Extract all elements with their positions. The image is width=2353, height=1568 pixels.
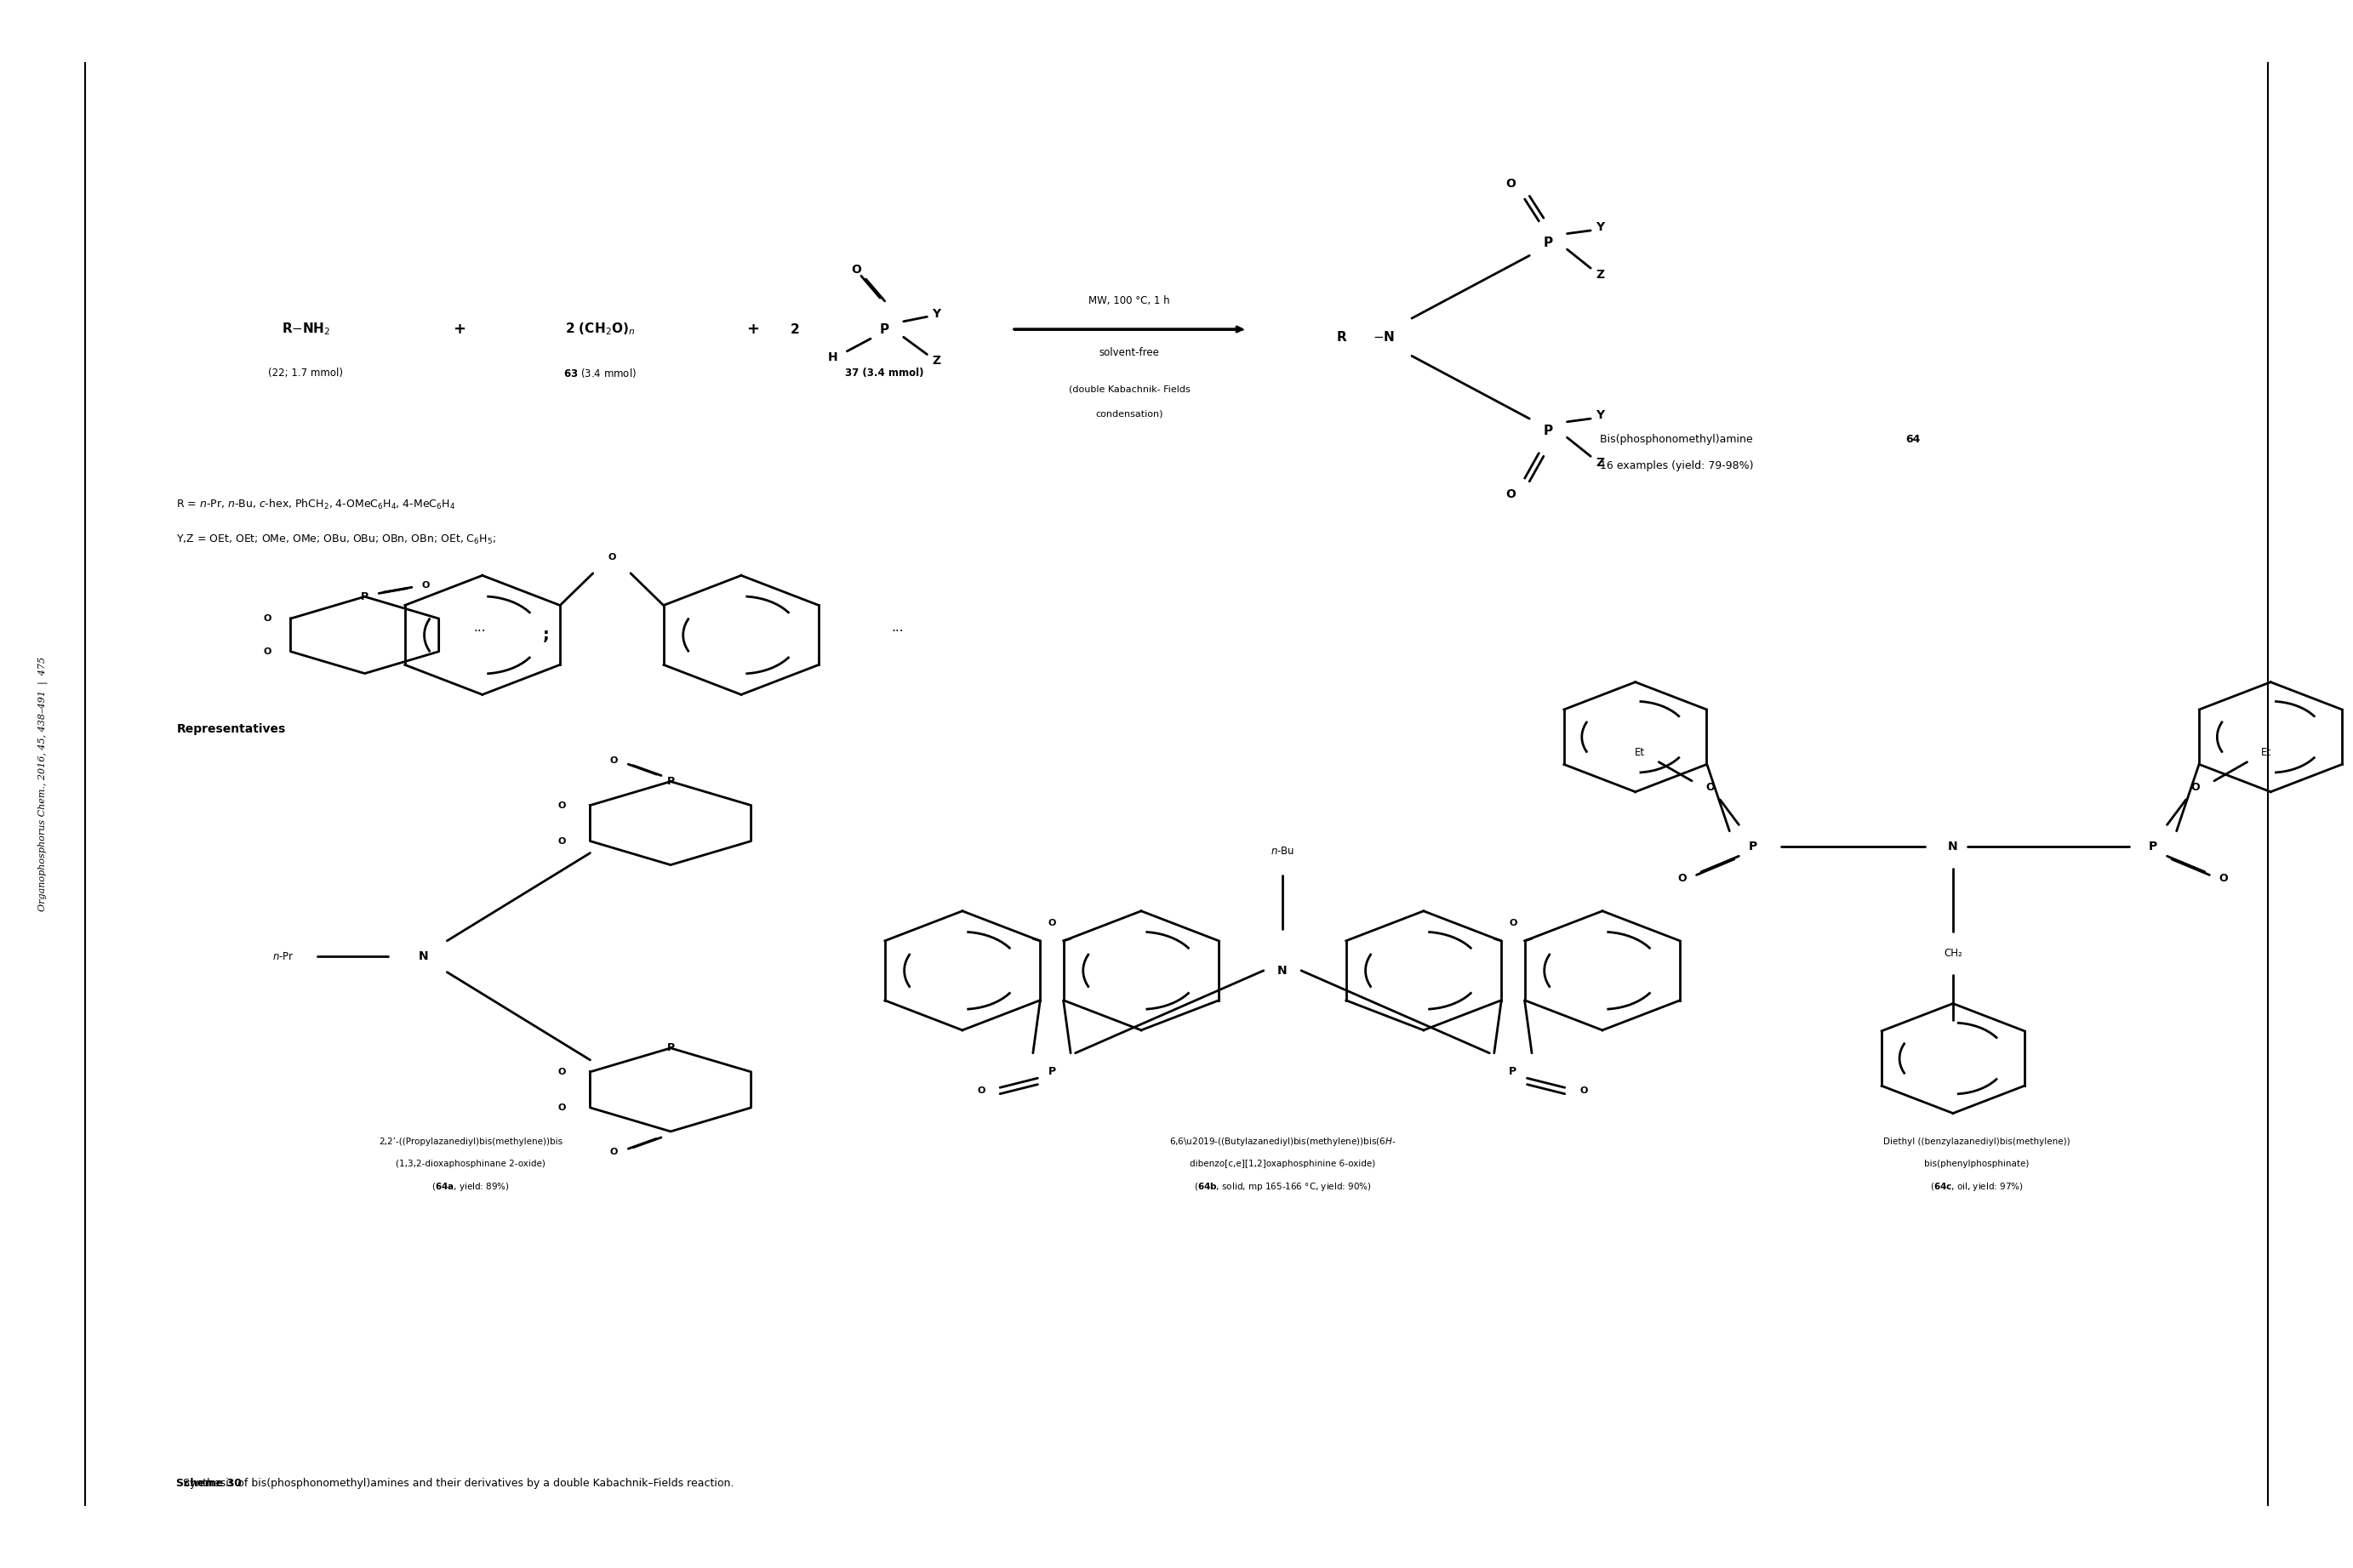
Text: P: P (1544, 425, 1553, 437)
Text: P: P (1748, 840, 1758, 853)
Text: O: O (2219, 872, 2228, 884)
Text: ...: ... (892, 621, 904, 633)
Text: (22; 1.7 mmol): (22; 1.7 mmol) (268, 367, 344, 379)
Text: O: O (1047, 919, 1056, 927)
Text: Bis(phosphonomethyl)amine: Bis(phosphonomethyl)amine (1600, 433, 1755, 445)
Text: O: O (1506, 488, 1515, 500)
Text: O: O (1579, 1087, 1588, 1094)
Text: R$-$NH$_2$: R$-$NH$_2$ (282, 321, 329, 337)
Text: Synthesis of bis(phosphonomethyl)amines and their derivatives by a double Kabach: Synthesis of bis(phosphonomethyl)amines … (176, 1477, 734, 1490)
Text: dibenzo[c,e][1,2]oxaphosphinine 6-oxide): dibenzo[c,e][1,2]oxaphosphinine 6-oxide) (1191, 1159, 1374, 1168)
Text: 2: 2 (791, 323, 800, 336)
Text: bis(phenylphosphinate): bis(phenylphosphinate) (1925, 1159, 2028, 1168)
Text: O: O (558, 801, 565, 809)
Text: (1,3,2-dioxaphosphinane 2-oxide): (1,3,2-dioxaphosphinane 2-oxide) (395, 1159, 546, 1168)
Text: MW, 100 °C, 1 h: MW, 100 °C, 1 h (1089, 295, 1169, 307)
Text: Organophosphorus Chem., 2016, 45, 438–491  |  475: Organophosphorus Chem., 2016, 45, 438–49… (38, 657, 47, 911)
Text: (double Kabachnik- Fields: (double Kabachnik- Fields (1068, 384, 1191, 394)
Text: P: P (880, 323, 889, 336)
Text: ($\mathbf{64a}$, yield: 89%): ($\mathbf{64a}$, yield: 89%) (431, 1181, 511, 1193)
Text: $\mathbf{63}$ (3.4 mmol): $\mathbf{63}$ (3.4 mmol) (562, 367, 638, 379)
Text: Et: Et (2261, 746, 2271, 759)
Text: O: O (558, 1068, 565, 1076)
Text: condensation): condensation) (1096, 409, 1162, 419)
Text: ($\mathbf{64c}$, oil, yield: 97%): ($\mathbf{64c}$, oil, yield: 97%) (1929, 1181, 2024, 1193)
Text: O: O (852, 263, 861, 276)
Text: Diethyl ((benzylazanediyl)bis(methylene)): Diethyl ((benzylazanediyl)bis(methylene)… (1882, 1137, 2071, 1146)
Text: 2 (CH$_2$O)$_n$: 2 (CH$_2$O)$_n$ (565, 321, 635, 337)
Text: O: O (264, 648, 271, 655)
Text: O: O (2191, 781, 2200, 793)
Text: O: O (558, 837, 565, 845)
Text: Y: Y (1595, 221, 1605, 234)
Text: R = $n$-Pr, $n$-Bu, $c$-hex, PhCH$_2$, 4-OMeC$_6$H$_4$, 4-MeC$_6$H$_4$: R = $n$-Pr, $n$-Bu, $c$-hex, PhCH$_2$, 4… (176, 499, 456, 511)
Text: 16 examples (yield: 79-98%): 16 examples (yield: 79-98%) (1600, 459, 1753, 472)
Text: 2,2’-((Propylazanediyl)bis(methylene))bis: 2,2’-((Propylazanediyl)bis(methylene))bi… (379, 1137, 562, 1146)
Text: ($\mathbf{64b}$, solid, mp 165-166 °C, yield: 90%): ($\mathbf{64b}$, solid, mp 165-166 °C, y… (1193, 1181, 1372, 1193)
Text: 37 (3.4 mmol): 37 (3.4 mmol) (845, 367, 925, 379)
Text: ;: ; (544, 627, 548, 643)
Text: O: O (421, 582, 431, 590)
Text: $n$-Bu: $n$-Bu (1271, 845, 1294, 858)
Text: ...: ... (473, 621, 487, 633)
Text: $n$-Pr: $n$-Pr (273, 950, 294, 963)
Text: Representatives: Representatives (176, 723, 285, 735)
Text: +: + (452, 321, 466, 337)
Text: O: O (558, 1104, 565, 1112)
Text: O: O (264, 615, 271, 622)
Text: O: O (1508, 919, 1518, 927)
Text: P: P (666, 776, 675, 787)
Text: Y,Z = OEt, OEt; OMe, OMe; OBu, OBu; OBn, OBn; OEt, C$_6$H$_5$;: Y,Z = OEt, OEt; OMe, OMe; OBu, OBu; OBn,… (176, 533, 496, 546)
Text: 6,6\u2019-((Butylazanediyl)bis(methylene))bis(6$H$-: 6,6\u2019-((Butylazanediyl)bis(methylene… (1169, 1135, 1395, 1148)
Text: Et: Et (1635, 746, 1645, 759)
Text: P: P (2148, 840, 2158, 853)
Text: Y: Y (932, 307, 941, 320)
Text: O: O (1506, 177, 1515, 190)
Text: P: P (666, 1043, 675, 1054)
Text: O: O (976, 1087, 986, 1094)
Text: R: R (1337, 331, 1346, 343)
Text: O: O (609, 756, 619, 765)
Text: Z: Z (932, 354, 941, 367)
Text: Z: Z (1595, 456, 1605, 469)
Text: +: + (746, 321, 760, 337)
Text: P: P (1544, 237, 1553, 249)
Text: O: O (1706, 781, 1715, 793)
Text: Y: Y (1595, 409, 1605, 422)
Text: P: P (1047, 1066, 1056, 1077)
Text: O: O (607, 554, 616, 561)
Text: N: N (1278, 964, 1287, 977)
Text: N: N (1948, 840, 1958, 853)
Text: $-$N: $-$N (1372, 331, 1395, 343)
Text: CH₂: CH₂ (1944, 947, 1962, 960)
Text: Z: Z (1595, 268, 1605, 281)
Text: N: N (419, 950, 428, 963)
Text: Scheme 30: Scheme 30 (176, 1477, 242, 1490)
Text: O: O (609, 1148, 619, 1157)
Text: 64: 64 (1906, 433, 1920, 445)
Text: P: P (1508, 1066, 1518, 1077)
Text: P: P (360, 591, 369, 602)
Text: solvent-free: solvent-free (1099, 347, 1160, 359)
Text: O: O (1678, 872, 1687, 884)
Text: H: H (828, 351, 838, 364)
